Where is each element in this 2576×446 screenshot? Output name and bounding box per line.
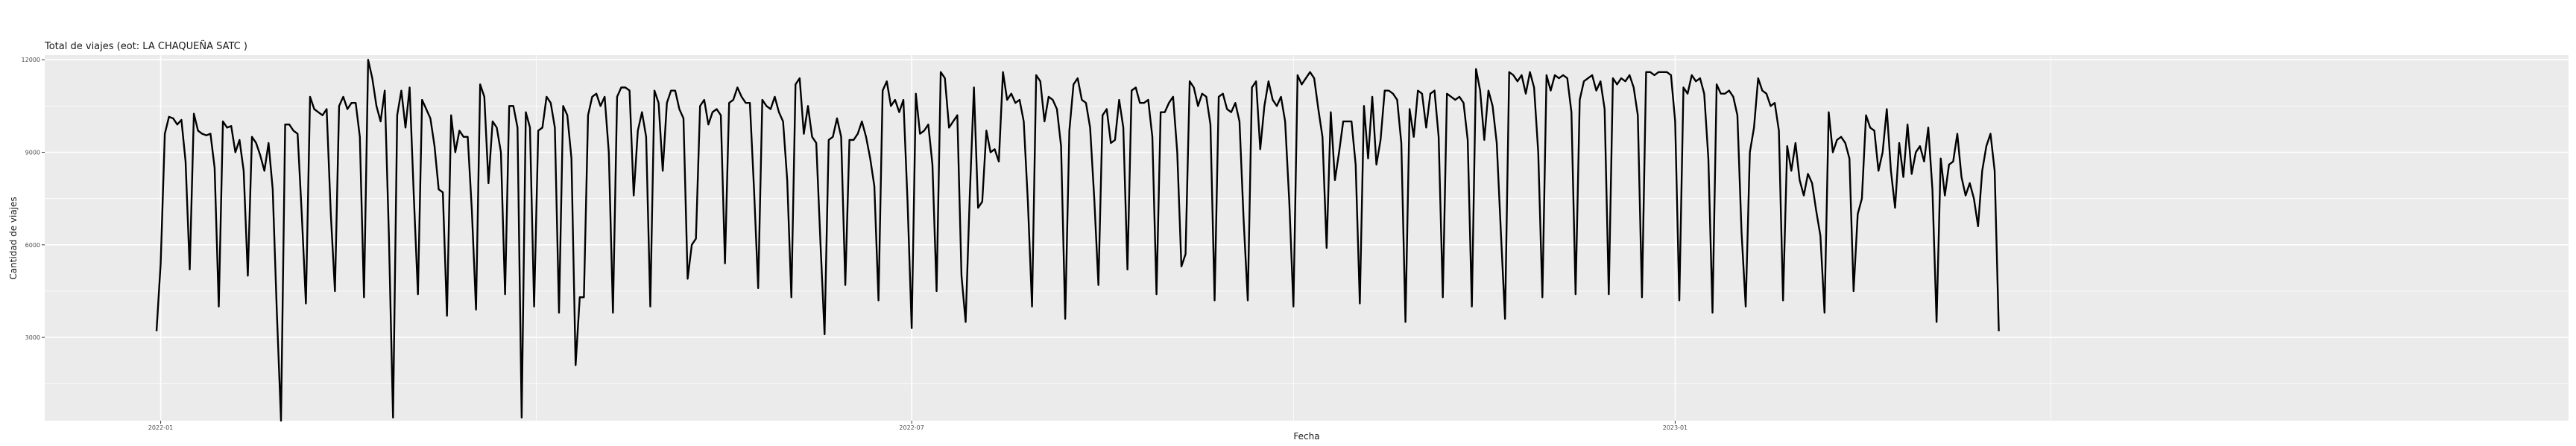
y-tick-label: 9000 xyxy=(25,150,40,156)
y-tick-label: 12000 xyxy=(22,57,40,63)
x-tick-label: 2023-01 xyxy=(1663,424,1688,431)
y-tick-label: 6000 xyxy=(25,242,40,249)
grid-lines xyxy=(45,55,2569,421)
y-tick-label: 3000 xyxy=(25,334,40,341)
series-line xyxy=(155,59,2000,422)
y-axis-ticks: 3000 6000 9000 12000 xyxy=(22,57,45,341)
x-tick-label: 2022-07 xyxy=(899,424,924,431)
y-axis-title: Cantidad de viajes xyxy=(8,197,19,279)
x-axis-ticks: 2022-01 2022-07 2023-01 xyxy=(148,421,1688,431)
x-tick-label: 2022-01 xyxy=(148,424,173,431)
plot-background xyxy=(45,55,2569,421)
chart-title: Total de viajes (eot: LA CHAQUEÑA SATC ) xyxy=(44,40,247,52)
x-axis-title: Fecha xyxy=(1293,431,1319,442)
